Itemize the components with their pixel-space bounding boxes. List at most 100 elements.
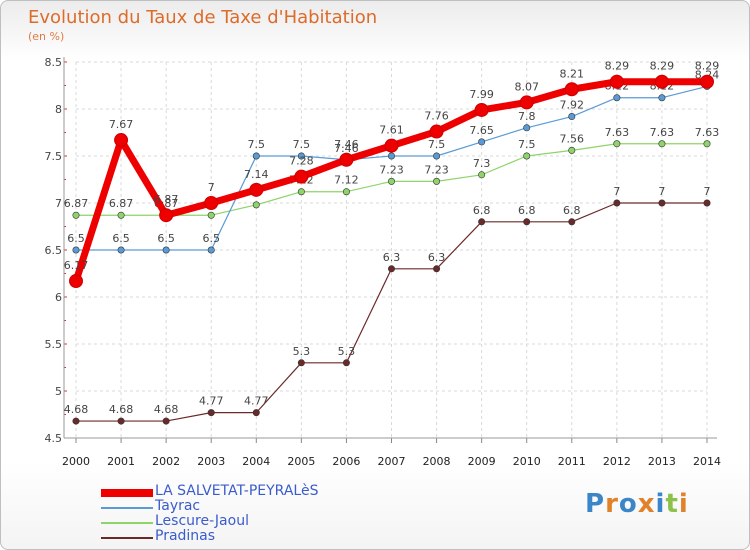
data-label: 6.8 — [473, 204, 491, 217]
data-label: 7.23 — [379, 163, 404, 176]
x-tick-label: 2007 — [378, 455, 406, 468]
data-label: 4.77 — [199, 395, 224, 408]
data-label: 7.99 — [469, 88, 494, 101]
data-point — [703, 199, 711, 207]
data-point — [159, 208, 174, 223]
logo-letter: t — [665, 489, 679, 519]
data-label: 7.46 — [334, 142, 359, 155]
data-point — [252, 152, 260, 160]
data-point — [658, 94, 666, 102]
data-label: 7.28 — [289, 155, 314, 168]
data-point — [384, 138, 399, 153]
data-point — [433, 177, 441, 185]
data-point — [478, 171, 486, 179]
data-label: 6.3 — [428, 251, 446, 264]
data-label: 7.63 — [650, 126, 675, 139]
x-tick-label: 2000 — [62, 455, 90, 468]
legend-label: LA SALVETAT-PEYRALèS — [155, 483, 319, 499]
data-label: 4.68 — [154, 403, 179, 416]
data-point — [117, 246, 125, 254]
y-tick-label: 8.5 — [45, 56, 63, 69]
data-point — [252, 409, 260, 417]
data-label: 7.46 — [334, 138, 359, 151]
data-point — [72, 417, 80, 425]
data-point — [658, 140, 666, 148]
y-tick-label: 6.5 — [45, 244, 63, 257]
data-label: 6.8 — [563, 204, 581, 217]
logo-letter: o — [618, 489, 638, 519]
data-label: 7.5 — [248, 138, 266, 151]
data-point — [519, 95, 534, 110]
data-label: 7 — [658, 185, 665, 198]
data-point — [294, 169, 309, 184]
y-tick-label: 8 — [55, 103, 62, 116]
data-label: 7 — [704, 185, 711, 198]
legend-label: Tayrac — [155, 498, 201, 514]
data-label: 6.87 — [154, 193, 179, 206]
data-point — [433, 265, 441, 273]
data-label: 6.5 — [202, 232, 220, 245]
data-point — [117, 211, 125, 219]
data-point — [72, 211, 80, 219]
data-label: 7.5 — [428, 138, 446, 151]
legend-swatch — [101, 507, 153, 509]
data-point — [207, 246, 215, 254]
x-tick-label: 2005 — [287, 455, 315, 468]
data-point — [474, 102, 489, 117]
y-tick-label: 5 — [55, 385, 62, 398]
chart-title: Evolution du Taux de Taxe d'Habitation — [28, 7, 378, 28]
data-point — [249, 182, 264, 197]
data-label: 6.5 — [67, 232, 85, 245]
data-label: 7 — [613, 185, 620, 198]
data-point — [204, 196, 219, 210]
x-tick-label: 2011 — [558, 455, 586, 468]
data-label: 7.92 — [560, 99, 585, 112]
data-label: 7.23 — [424, 163, 449, 176]
data-point — [297, 359, 305, 367]
data-point — [523, 124, 531, 132]
data-point — [523, 152, 531, 160]
data-point — [564, 82, 579, 97]
data-label: 8.21 — [560, 67, 585, 80]
x-tick-label: 2001 — [107, 455, 135, 468]
x-tick-label: 2012 — [603, 455, 631, 468]
data-label: 7.61 — [379, 124, 404, 137]
data-label: 6.8 — [518, 204, 536, 217]
data-point — [339, 152, 354, 167]
data-label: 5.3 — [338, 345, 356, 358]
y-tick-label: 5.5 — [45, 338, 63, 351]
data-point — [478, 138, 486, 146]
data-point — [568, 146, 576, 154]
data-point — [387, 177, 395, 185]
data-point — [252, 201, 260, 209]
data-point — [613, 199, 621, 207]
data-point — [207, 211, 215, 219]
data-label: 6.87 — [64, 197, 89, 210]
data-label: 4.68 — [109, 403, 134, 416]
y-tick-label: 7 — [55, 197, 62, 210]
data-label: 7.67 — [109, 118, 134, 131]
x-tick-label: 2009 — [468, 455, 496, 468]
data-point — [72, 246, 80, 254]
legend-swatch — [101, 522, 153, 524]
data-label: 7.65 — [469, 124, 494, 137]
data-point — [114, 133, 129, 148]
data-point — [297, 188, 305, 196]
data-point — [478, 218, 486, 226]
legend-label: Pradinas — [155, 528, 216, 544]
data-label: 7.14 — [244, 168, 269, 181]
data-point — [700, 74, 714, 89]
data-label: 7.76 — [424, 110, 449, 123]
data-label: 7 — [208, 181, 215, 194]
data-point — [342, 359, 350, 367]
data-point — [613, 94, 621, 102]
x-tick-label: 2004 — [242, 455, 270, 468]
data-label: 7.8 — [518, 110, 536, 123]
y-tick-label: 7.5 — [45, 150, 63, 163]
data-point — [162, 246, 170, 254]
data-point — [387, 265, 395, 273]
data-label: 8.07 — [514, 80, 539, 93]
data-point — [297, 152, 305, 160]
data-label: 6.87 — [109, 197, 134, 210]
